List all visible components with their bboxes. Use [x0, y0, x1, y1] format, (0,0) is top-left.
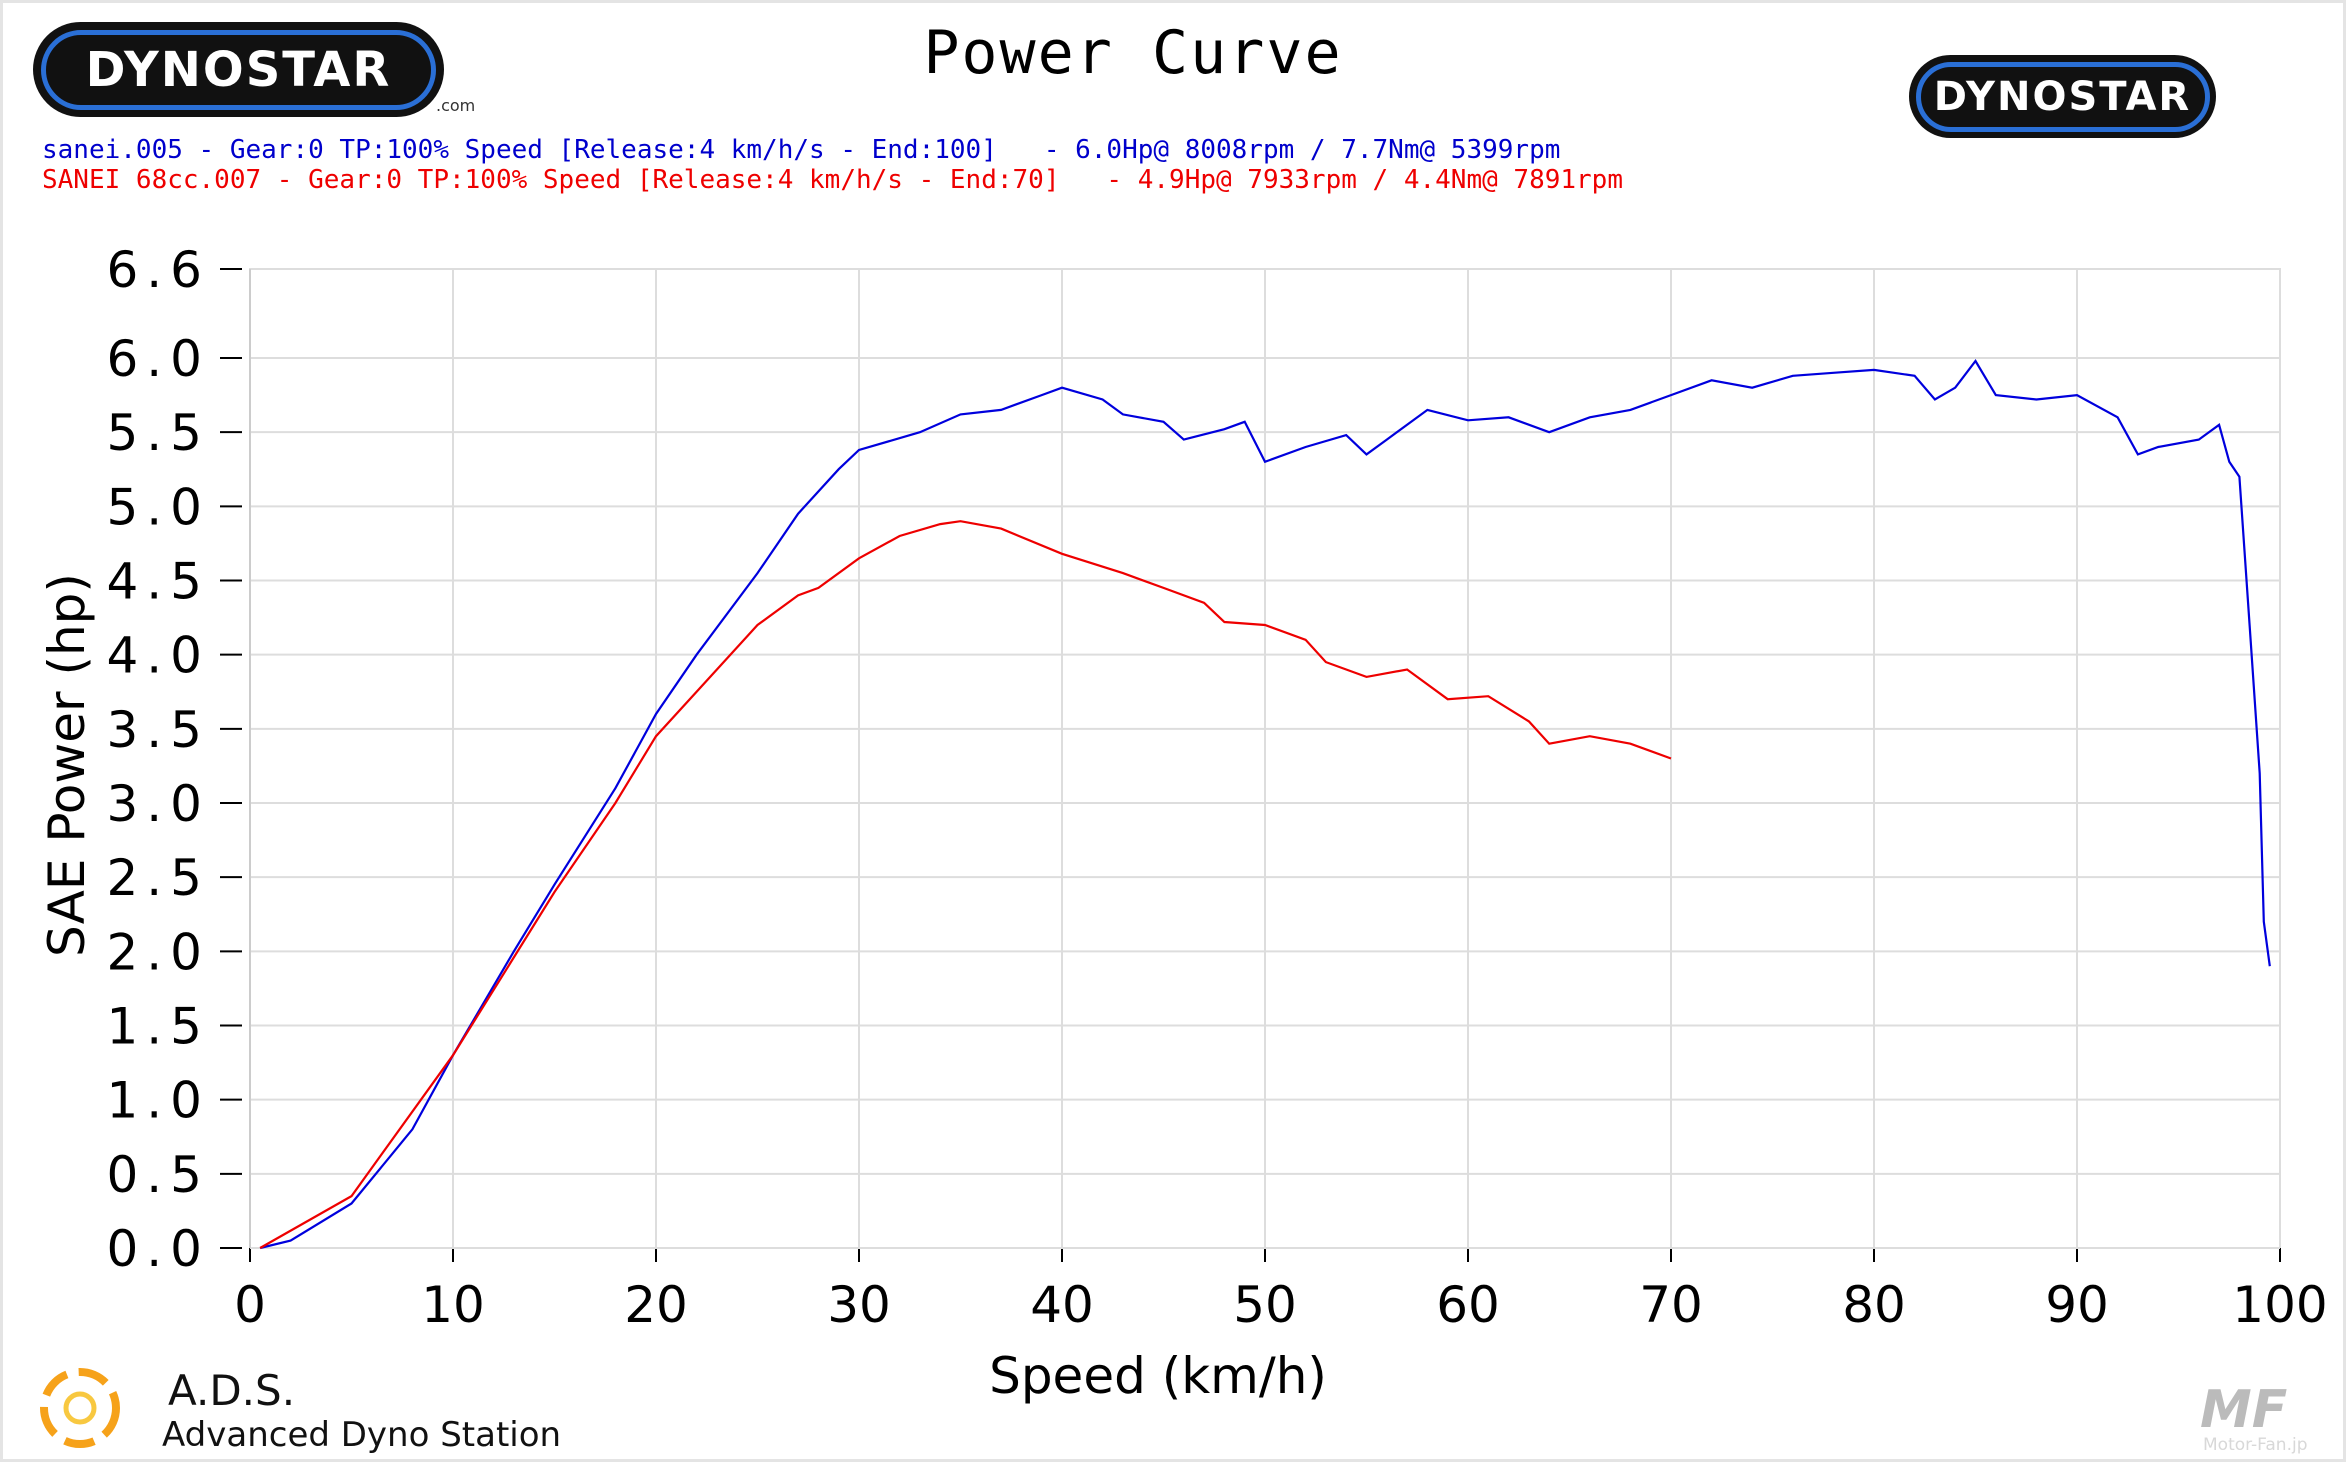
y-tick-label: 1.5: [106, 998, 210, 1056]
x-tick-label: 100: [2232, 1276, 2327, 1334]
dynostar-logo-right: DYNOSTAR: [1909, 55, 2216, 138]
x-tick-label: 0: [234, 1276, 266, 1334]
x-tick-label: 10: [421, 1276, 485, 1334]
y-tick-label: 1.0: [106, 1072, 210, 1130]
legend-run-2: SANEI 68cc.007 - Gear:0 TP:100% Speed [R…: [42, 165, 1623, 195]
y-tick-label: 6.6: [106, 241, 210, 299]
y-tick-label: 4.0: [106, 627, 210, 685]
y-tick-label: 2.0: [106, 923, 210, 981]
x-tick-label: 40: [1030, 1276, 1094, 1334]
series-line-2: [259, 520, 1672, 1249]
logo-text: DYNOSTAR: [1915, 61, 2210, 132]
x-tick-label: 30: [827, 1276, 891, 1334]
y-axis-label: SAE Power (hp): [38, 573, 96, 957]
ads-subtitle: Advanced Dyno Station: [162, 1415, 562, 1455]
x-tick-label: 60: [1436, 1276, 1500, 1334]
x-tick-label: 90: [2045, 1276, 2109, 1334]
ads-title: A.D.S.: [168, 1366, 296, 1415]
logo-text: DYNOSTAR: [41, 29, 436, 110]
y-tick-label: 0.5: [106, 1146, 210, 1204]
watermark-logo: MF: [2200, 1380, 2288, 1440]
y-tick-label: 2.5: [106, 849, 210, 907]
x-tick-label: 70: [1639, 1276, 1703, 1334]
chart-title: Power Curve: [923, 18, 1343, 88]
legend-run-1: sanei.005 - Gear:0 TP:100% Speed [Releas…: [42, 135, 1561, 165]
ads-logo-icon: [40, 1368, 120, 1448]
y-tick-label: 6.0: [106, 330, 210, 388]
series-line-1: [259, 359, 2271, 1250]
watermark-site: Motor-Fan.jp: [2203, 1435, 2308, 1455]
y-tick-label: 4.5: [106, 553, 210, 611]
y-tick-label: 3.0: [106, 775, 210, 833]
x-tick-label: 50: [1233, 1276, 1297, 1334]
dynostar-logo-left: DYNOSTAR: [33, 22, 444, 117]
y-tick-label: 0.0: [106, 1220, 210, 1278]
logo-suffix: .com: [436, 96, 476, 115]
x-axis-label: Speed (km/h): [989, 1347, 1327, 1405]
y-tick-label: 5.5: [106, 404, 210, 462]
x-tick-label: 80: [1842, 1276, 1906, 1334]
y-tick-label: 3.5: [106, 701, 210, 759]
x-tick-label: 20: [624, 1276, 688, 1334]
y-tick-label: 5.0: [106, 478, 210, 536]
